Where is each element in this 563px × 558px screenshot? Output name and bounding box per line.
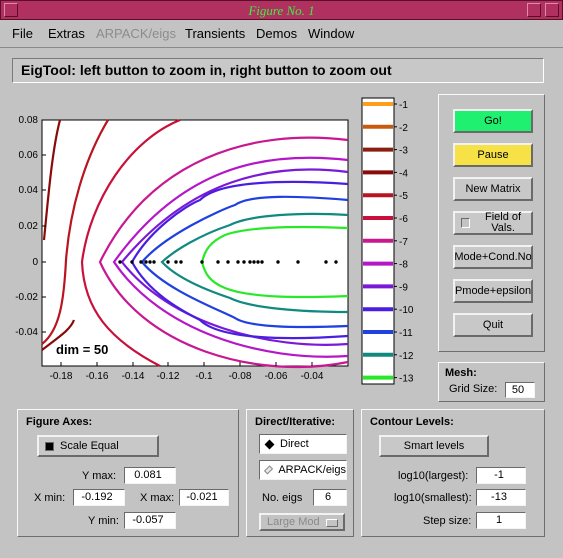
direct-radio[interactable]: Direct — [259, 434, 347, 454]
menu-bar: File Extras ARPACK/eigs Transients Demos… — [0, 20, 563, 48]
menu-window[interactable]: Window — [308, 26, 355, 41]
mode-dropdown[interactable]: Large Mod — [259, 513, 345, 531]
pmode-epsilon-button[interactable]: Pmode+epsilon — [453, 279, 533, 303]
colorbar: -1 -2 -3 -4 -5 -6 -7 -8 -9 -10 -11 -12 -13 — [361, 97, 414, 385]
radio-unselected-icon — [263, 465, 274, 475]
ymin-field[interactable]: -0.057 — [124, 512, 176, 529]
dim-label: dim = 50 — [56, 342, 108, 357]
y-tick: 0.08 — [19, 115, 39, 126]
ymax-field[interactable]: 0.081 — [124, 467, 176, 484]
go-button[interactable]: Go! — [453, 109, 533, 133]
contour-levels-title: Contour Levels: — [370, 416, 454, 428]
colorbar-label: -9 — [399, 282, 408, 293]
status-bar: EigTool: left button to zoom in, right b… — [12, 58, 544, 83]
window-title: Figure No. 1 — [248, 3, 315, 18]
field-of-vals-checkbox[interactable]: Field of Vals. — [453, 211, 533, 235]
log-smallest-label: log10(smallest): — [394, 492, 472, 504]
step-size-field[interactable]: 1 — [476, 512, 526, 529]
y-tick: 0 — [32, 257, 38, 268]
radio-selected-icon — [264, 439, 275, 449]
colorbar-label: -5 — [399, 191, 408, 202]
x-tick: -0.06 — [265, 371, 288, 382]
scale-equal-checkbox[interactable]: Scale Equal — [37, 435, 159, 457]
xmin-label: X min: — [34, 492, 66, 504]
arpack-radio[interactable]: ARPACK/eigs — [259, 460, 347, 480]
x-tick: -0.18 — [50, 371, 73, 382]
checkbox-icon — [461, 218, 471, 228]
x-tick: -0.08 — [229, 371, 252, 382]
menu-demos[interactable]: Demos — [256, 26, 298, 41]
xmax-field[interactable]: -0.021 — [179, 489, 229, 506]
checkbox-checked-icon — [45, 441, 54, 451]
x-tick: -0.14 — [122, 371, 145, 382]
quit-button[interactable]: Quit — [453, 313, 533, 337]
scale-equal-label: Scale Equal — [60, 439, 119, 452]
no-eigs-label: No. eigs — [262, 492, 303, 504]
colorbar-label: -11 — [399, 328, 413, 339]
colorbar-label: -1 — [399, 100, 408, 111]
log-largest-label: log10(largest): — [398, 470, 469, 482]
colorbar-label: -7 — [399, 237, 408, 248]
menu-extras[interactable]: Extras — [48, 26, 85, 41]
no-eigs-field[interactable]: 6 — [313, 489, 347, 506]
colorbar-label: -10 — [399, 305, 414, 316]
menu-arpack[interactable]: ARPACK/eigs — [96, 26, 176, 41]
colorbar-label: -4 — [399, 168, 408, 179]
colorbar-label: -13 — [399, 374, 414, 385]
direct-label: Direct — [280, 437, 309, 450]
x-tick: -0.1 — [195, 371, 213, 382]
minimize-icon[interactable] — [527, 3, 541, 17]
direct-iterative-title: Direct/Iterative: — [255, 416, 336, 428]
dropdown-indicator-icon — [326, 519, 338, 527]
mode-dropdown-value: Large Mod — [267, 515, 320, 528]
maximize-icon[interactable] — [545, 3, 559, 17]
grid-size-field[interactable]: 50 — [505, 382, 535, 398]
contour-levels-panel: Contour Levels: Smart levels log10(large… — [361, 409, 545, 537]
pseudospectra-plot[interactable]: 0.08 0.06 0.04 0.02 0 -0.02 -0.04 -0.18 … — [0, 100, 360, 390]
colorbar-label: -8 — [399, 260, 408, 271]
x-tick: -0.04 — [301, 371, 324, 382]
figure-axes-panel: Figure Axes: Scale Equal Y max: 0.081 X … — [17, 409, 239, 537]
direct-iterative-panel: Direct/Iterative: Direct ARPACK/eigs No.… — [246, 409, 354, 537]
x-tick: -0.12 — [157, 371, 180, 382]
ymin-label: Y min: — [88, 515, 119, 527]
arpack-label: ARPACK/eigs — [278, 463, 346, 476]
y-tick: 0.04 — [19, 185, 39, 196]
colorbar-label: -12 — [399, 351, 414, 362]
step-size-label: Step size: — [423, 515, 472, 527]
title-bar: Figure No. 1 — [0, 0, 563, 20]
y-tick: 0.06 — [19, 150, 39, 161]
x-tick: -0.16 — [86, 371, 109, 382]
y-tick: -0.04 — [15, 327, 38, 338]
colorbar-label: -6 — [399, 214, 408, 225]
menu-file[interactable]: File — [12, 26, 33, 41]
log-largest-field[interactable]: -1 — [476, 467, 526, 484]
control-panel: Go! Pause New Matrix Field of Vals. Mode… — [438, 94, 545, 352]
smart-levels-button[interactable]: Smart levels — [379, 435, 489, 457]
eigenvalue-markers — [118, 260, 338, 264]
field-of-vals-label: Field of Vals. — [485, 211, 522, 234]
ymax-label: Y max: — [82, 470, 117, 482]
y-tick: -0.02 — [15, 292, 38, 303]
grid-size-label: Grid Size: — [449, 383, 498, 395]
mesh-title: Mesh: — [445, 367, 477, 379]
colorbar-label: -3 — [399, 146, 408, 157]
menu-transients[interactable]: Transients — [185, 26, 246, 41]
log-smallest-field[interactable]: -13 — [476, 489, 526, 506]
pause-button[interactable]: Pause — [453, 143, 533, 167]
new-matrix-button[interactable]: New Matrix — [453, 177, 533, 201]
mesh-panel: Mesh: Grid Size: 50 — [438, 362, 545, 402]
window-menu-icon[interactable] — [4, 3, 18, 17]
xmax-label: X max: — [140, 492, 175, 504]
xmin-field[interactable]: -0.192 — [73, 489, 125, 506]
y-tick: 0.02 — [19, 221, 39, 232]
colorbar-label: -2 — [399, 123, 408, 134]
figure-axes-title: Figure Axes: — [26, 416, 93, 428]
mode-cond-button[interactable]: Mode+Cond.No — [453, 245, 533, 269]
